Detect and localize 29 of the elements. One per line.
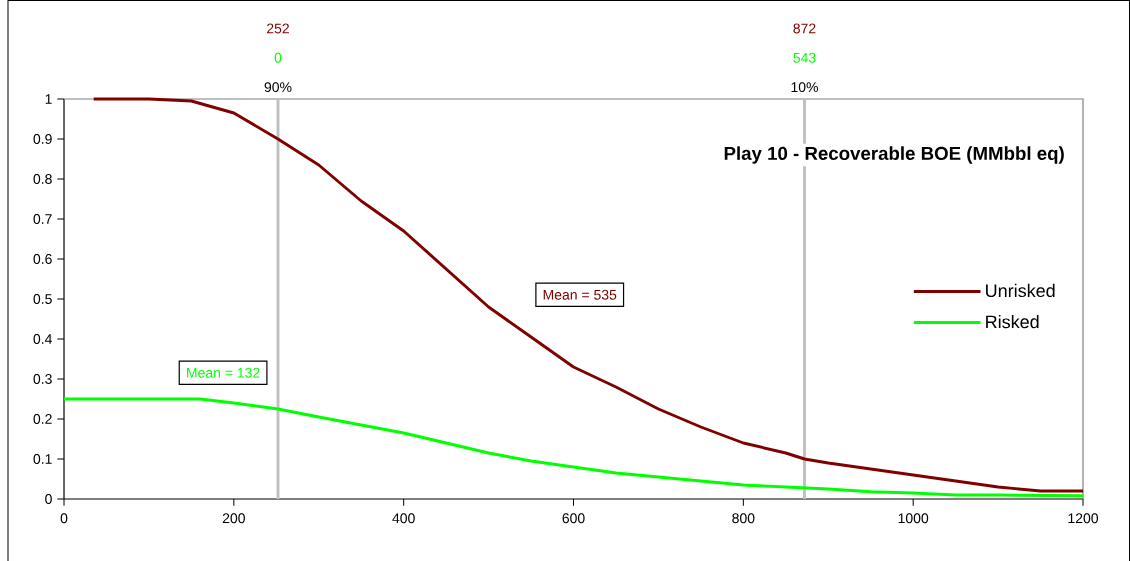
text: 0	[274, 52, 282, 63]
x-tick-label: 1000	[898, 513, 929, 524]
y-tick-label: 0	[45, 494, 52, 504]
annotation: Mean = 535	[543, 289, 617, 300]
y-tick-label: 0.1	[33, 454, 52, 464]
y-tick-label: 1	[45, 94, 52, 104]
annotation: Mean = 132	[187, 367, 260, 378]
text: 543	[793, 52, 816, 63]
text: 872	[793, 23, 816, 34]
y-tick-label: 0.8	[33, 174, 52, 184]
y-tick-label: 0.5	[33, 294, 52, 304]
y-tick-label: 0.6	[33, 254, 52, 264]
x-tick-label: 0	[60, 513, 68, 524]
x-tick-label: 400	[392, 513, 415, 524]
x-tick-label: 800	[732, 513, 755, 524]
x-tick-label: 600	[562, 513, 585, 524]
text: Play 10 - Recoverable BOE (MMbbl eq)	[724, 146, 1064, 164]
text: 10%	[791, 82, 818, 93]
y-tick-label: 0.9	[33, 134, 52, 144]
legend-label: Unrisked	[986, 283, 1055, 298]
y-tick-label: 0.4	[33, 334, 52, 344]
x-tick-label: 200	[222, 513, 245, 524]
y-tick-label: 0.3	[33, 374, 52, 384]
x-tick-label: 1200	[1068, 513, 1099, 524]
text: 90%	[264, 82, 292, 93]
text: 252	[267, 23, 289, 34]
legend-label: Risked	[986, 315, 1039, 329]
y-tick-label: 0.2	[33, 414, 52, 424]
y-tick-label: 0.7	[33, 214, 52, 224]
